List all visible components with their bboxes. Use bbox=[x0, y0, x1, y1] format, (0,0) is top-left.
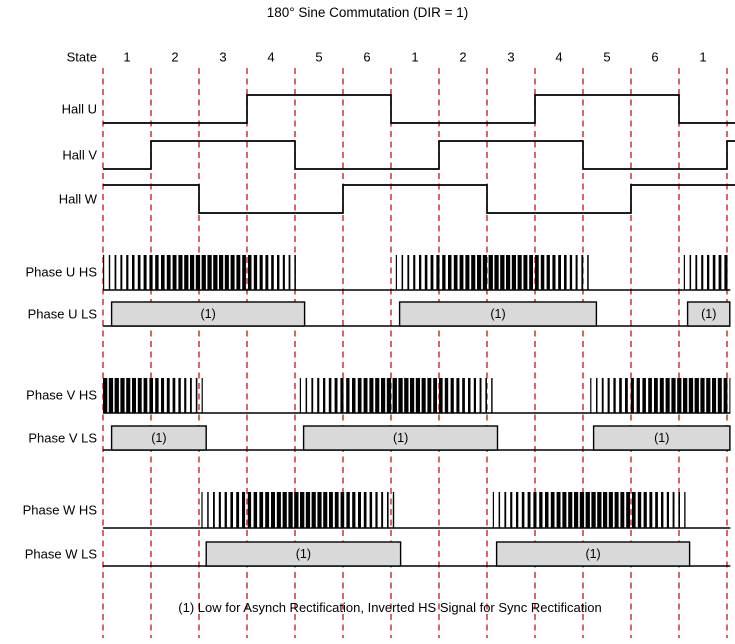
waveform-phase-w-hs bbox=[103, 492, 731, 529]
state-row-label: State bbox=[66, 49, 97, 65]
state-number: 5 bbox=[315, 49, 323, 65]
waveform-hall-v bbox=[103, 140, 735, 170]
state-number: 3 bbox=[219, 49, 227, 65]
box-note-phase-v-ls: (1) bbox=[654, 431, 670, 445]
box-note-phase-v-ls: (1) bbox=[392, 431, 409, 445]
box-note-phase-u-ls: (1) bbox=[701, 307, 717, 321]
state-number: 2 bbox=[171, 49, 179, 65]
state-number: 6 bbox=[651, 49, 659, 65]
row-label-phase-w-ls: Phase W LS bbox=[24, 546, 97, 562]
box-note-phase-v-ls: (1) bbox=[151, 431, 167, 445]
row-label-phase-v-hs: Phase V HS bbox=[26, 387, 97, 403]
row-label-hall-w: Hall W bbox=[58, 191, 97, 207]
box-note-phase-u-ls: (1) bbox=[200, 307, 216, 321]
row-label-phase-w-hs: Phase W HS bbox=[22, 502, 97, 518]
state-number: 1 bbox=[699, 49, 707, 65]
row-label-phase-v-ls: Phase V LS bbox=[28, 430, 97, 446]
box-note-phase-u-ls: (1) bbox=[490, 307, 506, 321]
waveform-phase-v-hs bbox=[103, 378, 731, 414]
state-number: 3 bbox=[507, 49, 515, 65]
footer-note: (1) Low for Asynch Rectification, Invert… bbox=[178, 600, 602, 615]
state-number: 1 bbox=[411, 49, 419, 65]
waveform-phase-v-ls bbox=[103, 425, 731, 451]
row-label-phase-u-ls: Phase U LS bbox=[27, 306, 97, 322]
waveform-phase-u-hs bbox=[103, 255, 731, 291]
state-number: 4 bbox=[555, 49, 563, 65]
row-label-phase-u-hs: Phase U HS bbox=[25, 264, 97, 280]
state-number: 1 bbox=[123, 49, 131, 65]
waveform-phase-u-ls bbox=[103, 301, 731, 327]
state-number: 6 bbox=[363, 49, 371, 65]
box-note-phase-w-ls: (1) bbox=[295, 547, 312, 561]
state-number: 2 bbox=[459, 49, 467, 65]
waveform-hall-u bbox=[103, 94, 735, 124]
state-number: 4 bbox=[267, 49, 275, 65]
state-number: 5 bbox=[603, 49, 611, 65]
row-label-hall-v: Hall V bbox=[62, 147, 97, 163]
waveform-phase-w-ls bbox=[103, 541, 731, 567]
row-label-hall-u: Hall U bbox=[61, 101, 97, 117]
waveform-hall-w bbox=[103, 184, 735, 214]
box-note-phase-w-ls: (1) bbox=[585, 547, 601, 561]
diagram-title: 180° Sine Commutation (DIR = 1) bbox=[266, 5, 469, 20]
